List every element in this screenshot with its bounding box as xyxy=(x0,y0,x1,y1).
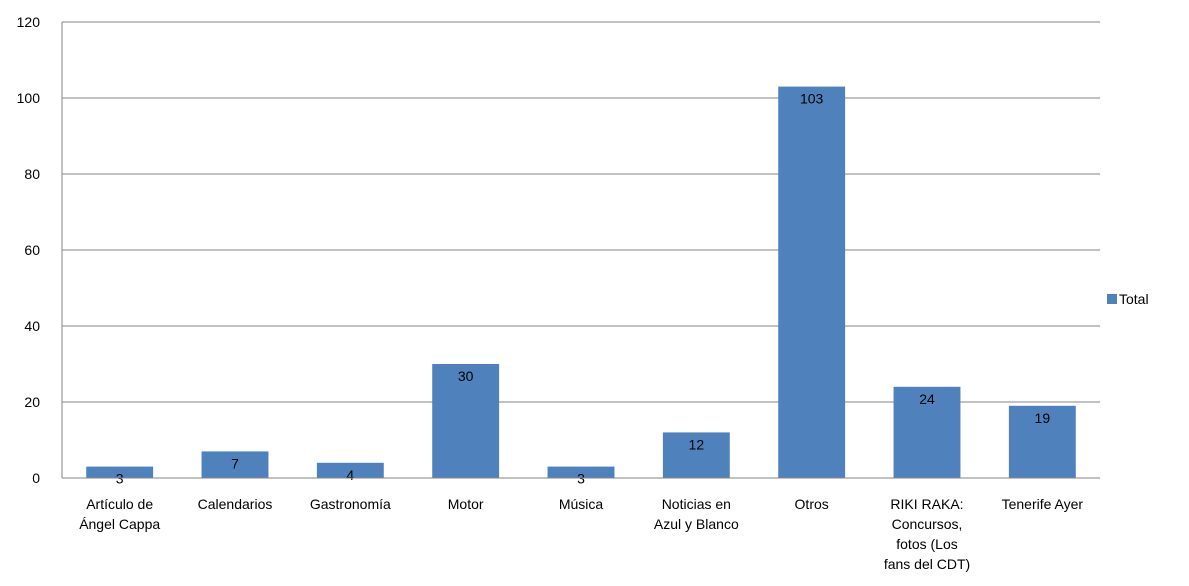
data-label: 30 xyxy=(458,368,474,384)
bar xyxy=(547,466,615,478)
data-label: 24 xyxy=(919,391,935,407)
y-axis: 0 20 40 60 80 100 120 xyxy=(17,14,63,486)
x-tick-label: Música xyxy=(559,496,604,512)
bars: 3 7 4 30 3 12 103 24 19 xyxy=(86,86,1076,487)
x-tick-label: Noticias en Azul y Blanco xyxy=(654,496,739,532)
data-label: 3 xyxy=(116,471,124,487)
x-tick-label: RIKI RAKA: Concursos, fotos (Los fans del C… xyxy=(884,496,970,572)
y-tick-label: 100 xyxy=(17,90,41,106)
bar xyxy=(778,86,846,478)
data-label: 19 xyxy=(1035,410,1051,426)
gridlines xyxy=(62,21,1100,479)
bar xyxy=(201,451,269,478)
x-tick-label: Artículo de Ángel Cappa xyxy=(79,496,160,532)
legend-label: Total xyxy=(1119,291,1149,307)
data-label: 7 xyxy=(231,455,239,471)
x-tick-label: Otros xyxy=(795,496,829,512)
y-tick-label: 80 xyxy=(24,166,40,182)
data-label: 12 xyxy=(689,436,705,452)
y-tick-label: 60 xyxy=(24,242,40,258)
y-tick-label: 120 xyxy=(17,14,41,30)
data-label: 3 xyxy=(577,471,585,487)
bar xyxy=(316,462,384,478)
y-tick-label: 20 xyxy=(24,394,40,410)
x-tick-label: Calendarios xyxy=(198,496,273,512)
y-tick-label: 0 xyxy=(32,470,40,486)
bar xyxy=(1008,405,1076,478)
legend: Total xyxy=(1107,291,1149,307)
bar xyxy=(86,466,154,478)
bar xyxy=(662,432,730,478)
x-tick-label: Tenerife Ayer xyxy=(1002,496,1084,512)
x-tick-label: Motor xyxy=(448,496,484,512)
x-tick-label: Gastronomía xyxy=(310,496,391,512)
data-label: 103 xyxy=(800,91,824,107)
y-tick-label: 40 xyxy=(24,318,40,334)
data-label: 4 xyxy=(346,467,354,483)
bar xyxy=(893,386,961,478)
x-axis: Artículo de Ángel Cappa Calendarios Gastron… xyxy=(62,477,1100,572)
bar xyxy=(432,364,500,478)
legend-swatch xyxy=(1107,294,1117,304)
